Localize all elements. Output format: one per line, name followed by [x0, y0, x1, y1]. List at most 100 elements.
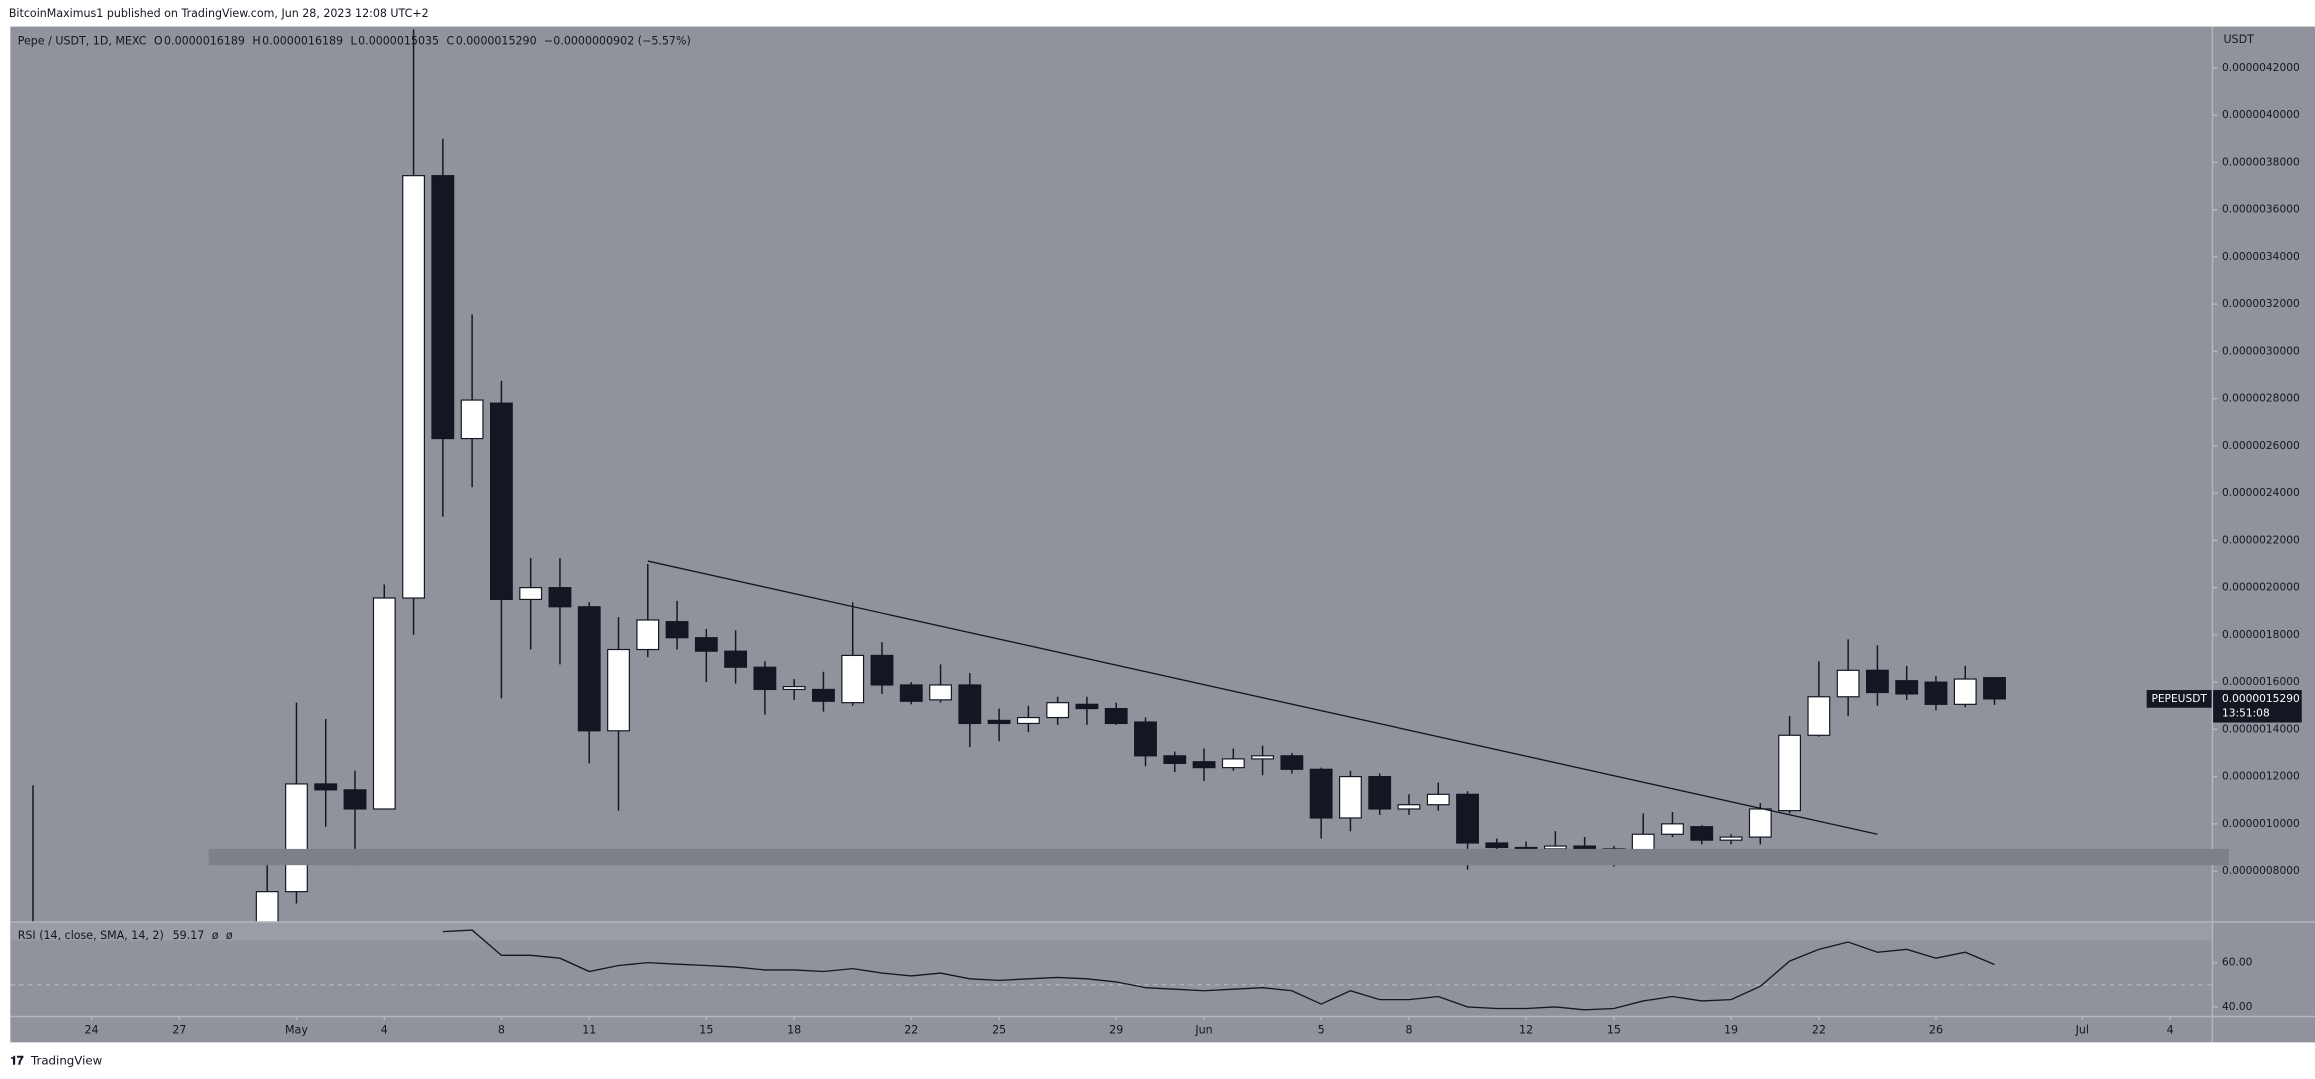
rsi-extra: ø — [226, 929, 233, 942]
ohlc-key: C — [446, 34, 454, 47]
ohlc-value: 0.0000016189 — [164, 34, 245, 47]
y-tick-label: 0.0000034000 — [2222, 250, 2300, 263]
candle-body — [1924, 681, 1948, 705]
candle-body — [1836, 669, 1860, 698]
candle-body — [1865, 669, 1889, 694]
candle-body — [1895, 680, 1919, 695]
candle-body — [1309, 768, 1333, 819]
candle-body — [1485, 842, 1509, 849]
y-tick-label: 0.0000008000 — [2222, 864, 2300, 877]
candle-body — [812, 688, 835, 702]
x-tick-label: 22 — [904, 1024, 918, 1037]
candle-body — [1456, 793, 1479, 844]
ohlc-value: 0.0000015290 — [456, 34, 537, 47]
rsi-tick-label: 60.00 — [2222, 956, 2253, 969]
candle-body — [489, 402, 513, 601]
x-tick-label: 15 — [699, 1024, 713, 1037]
candle-body — [665, 621, 689, 639]
candle-body — [958, 684, 982, 725]
x-tick-label: 4 — [2167, 1024, 2174, 1037]
candle-body — [1163, 755, 1187, 764]
y-tick-label: 0.0000010000 — [2222, 817, 2300, 830]
price-badge — [2213, 690, 2302, 723]
x-tick-label: 11 — [582, 1024, 596, 1037]
candle-body — [1690, 826, 1714, 841]
x-tick-label: May — [285, 1024, 308, 1037]
candle-body — [1719, 836, 1743, 841]
x-tick-label: 15 — [1607, 1024, 1621, 1037]
candle-body — [636, 619, 660, 651]
candle-body — [460, 399, 484, 440]
logo-mark: 𝟏𝟕 — [10, 1053, 24, 1067]
rsi-band — [10, 922, 2212, 941]
rsi-extra: ø — [212, 929, 219, 942]
legend-header: Pepe / USDT, 1D, MEXC O0.0000016189 H0.000… — [18, 34, 691, 47]
candle-body — [255, 891, 279, 922]
footer-logo: 𝟏𝟕 TradingView — [10, 1053, 102, 1067]
candle-body — [694, 637, 718, 652]
trendline — [647, 560, 1878, 835]
y-tick-label: 0.0000042000 — [2222, 61, 2300, 74]
y-tick-label: 0.0000030000 — [2222, 344, 2300, 357]
x-tick-label: 4 — [381, 1024, 388, 1037]
y-tick-label: 0.0000016000 — [2222, 675, 2300, 688]
candle-body — [1983, 677, 2006, 700]
candle-body — [782, 686, 806, 691]
last-price: 0.0000015290 — [2222, 692, 2300, 705]
y-tick-label: 0.0000024000 — [2222, 486, 2300, 499]
candle-body — [548, 587, 572, 608]
candle-body — [607, 648, 630, 732]
x-tick-label: Jun — [1194, 1024, 1212, 1037]
y-tick-label: 0.0000028000 — [2222, 392, 2300, 405]
candle-body — [1661, 823, 1684, 835]
change: −0.0000000902 (−5.57%) — [544, 34, 691, 47]
ohlc-key: H — [252, 34, 260, 47]
candle-body — [1046, 702, 1070, 719]
candle-body — [1778, 734, 1802, 812]
candles — [32, 29, 2006, 922]
rsi-line — [442, 929, 1995, 1011]
candle-body — [1748, 808, 1772, 838]
countdown: 13:51:08 — [2222, 707, 2270, 720]
y-tick-label: 0.0000014000 — [2222, 722, 2300, 735]
candle-body — [1543, 845, 1567, 850]
x-tick-label: 24 — [84, 1024, 98, 1037]
candle-body — [372, 597, 396, 810]
candle-body — [929, 684, 952, 701]
publisher-line: BitcoinMaximus1 published on TradingView… — [9, 7, 429, 20]
candle-body — [1192, 761, 1216, 769]
ohlc-key: O — [154, 34, 163, 47]
ohlc-value: 0.0000016189 — [262, 34, 343, 47]
candle-body — [1953, 678, 1977, 705]
y-tick-label: 0.0000040000 — [2222, 108, 2300, 121]
candle-body — [343, 789, 367, 810]
candle-body — [1339, 776, 1362, 819]
y-tick-label: 0.0000032000 — [2222, 297, 2300, 310]
y-tick-label: 0.0000018000 — [2222, 628, 2300, 641]
candle-body — [519, 587, 543, 601]
candle-body — [285, 783, 308, 893]
rsi-legend: RSI (14, close, SMA, 14, 2) 59.17 ø ø — [18, 929, 233, 942]
candle-body — [1426, 793, 1450, 806]
candle-body — [899, 684, 923, 702]
candle-body — [1368, 776, 1392, 810]
chart-background — [10, 26, 2315, 1043]
ohlc-key: L — [351, 34, 358, 47]
ohlc-value: 0.0000015035 — [358, 34, 439, 47]
candle-body — [987, 719, 1011, 725]
candle-body — [402, 175, 425, 599]
y-tick-label: 0.0000026000 — [2222, 439, 2300, 452]
candle-body — [870, 654, 894, 686]
x-tick-label: 8 — [498, 1024, 505, 1037]
candle-body — [1514, 846, 1538, 850]
rsi-slot: 59.17 ø ø — [173, 929, 233, 942]
y-tick-label: 0.0000012000 — [2222, 770, 2300, 783]
x-tick-label: 5 — [1318, 1024, 1325, 1037]
y-tick-label: 0.0000038000 — [2222, 155, 2300, 168]
candle-body — [1016, 716, 1040, 725]
candle-body — [1104, 707, 1128, 725]
x-tick-label: Jul — [2075, 1024, 2089, 1037]
rsi-title: RSI (14, close, SMA, 14, 2) — [18, 929, 164, 942]
candle-body — [724, 650, 748, 668]
